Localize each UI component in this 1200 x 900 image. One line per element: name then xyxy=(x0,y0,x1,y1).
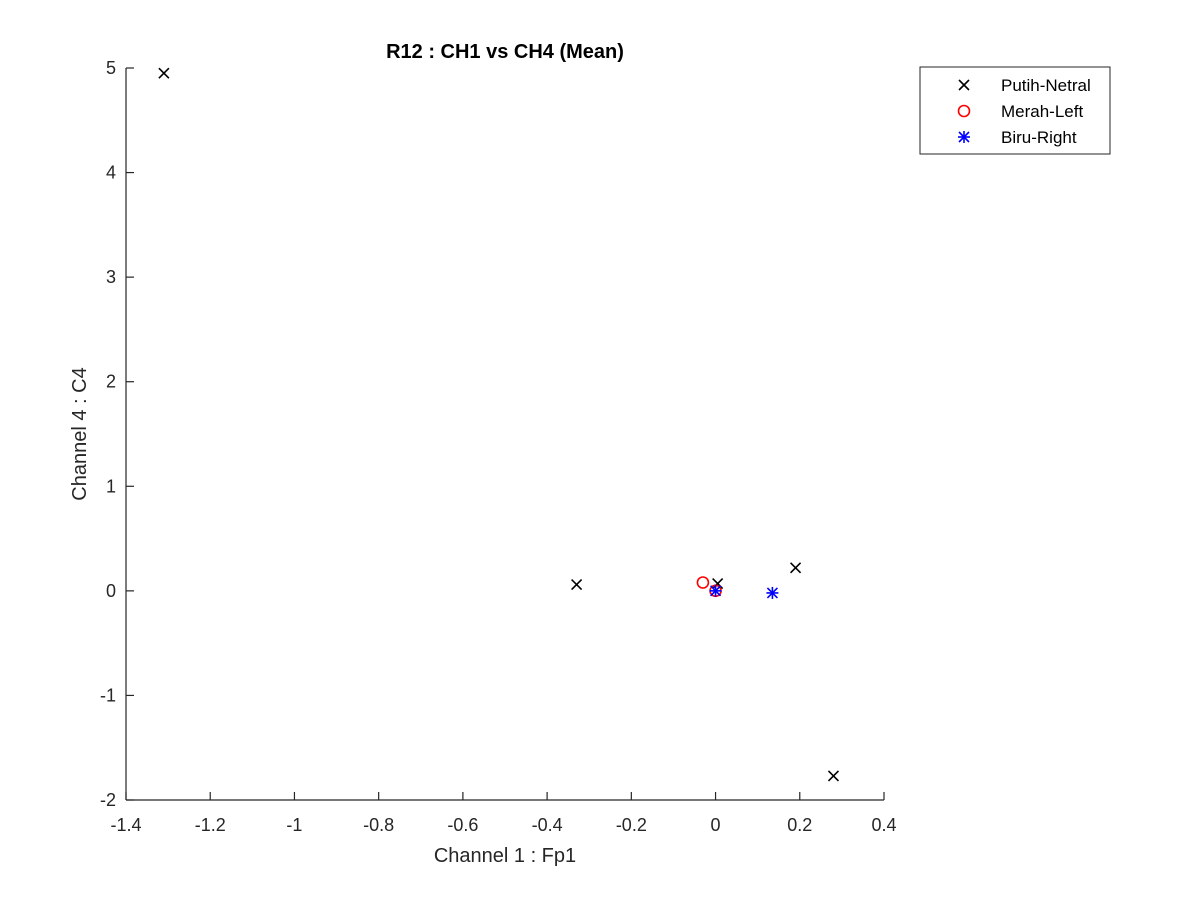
point-series-1 xyxy=(790,562,802,574)
y-tick-label: 1 xyxy=(106,476,116,496)
data-points xyxy=(158,67,840,782)
legend-label-3: Biru-Right xyxy=(1001,128,1077,147)
x-tick-label: -0.4 xyxy=(532,815,563,835)
x-tick-label: -0.6 xyxy=(447,815,478,835)
legend-marker-3 xyxy=(958,131,970,143)
x-tick-label: 0 xyxy=(711,815,721,835)
x-tick-label: 0.4 xyxy=(871,815,896,835)
x-tick-label: -0.8 xyxy=(363,815,394,835)
y-tick-label: 5 xyxy=(106,58,116,78)
point-series-3 xyxy=(766,586,779,599)
x-tick-label: -1 xyxy=(286,815,302,835)
y-ticks: -2 -1 0 1 2 3 4 5 xyxy=(100,58,134,810)
x-tick-label: 0.2 xyxy=(787,815,812,835)
legend: Putih-Netral Merah-Left Biru-Right xyxy=(919,66,1111,155)
x-tick-label: -1.2 xyxy=(195,815,226,835)
point-series-2 xyxy=(696,576,710,589)
y-tick-label: -2 xyxy=(100,790,116,810)
y-tick-label: 0 xyxy=(106,581,116,601)
point-series-3 xyxy=(709,584,722,597)
y-axis-label: Channel 4 : C4 xyxy=(69,367,91,500)
y-tick-label: 4 xyxy=(106,163,116,183)
legend-marker-1 xyxy=(958,79,970,91)
x-axis-label: Channel 1 : Fp1 xyxy=(434,845,576,867)
y-tick-label: 3 xyxy=(106,267,116,287)
y-tick-label: 2 xyxy=(106,372,116,392)
chart-title: R12 : CH1 vs CH4 (Mean) xyxy=(386,41,624,63)
legend-items: Putih-Netral Merah-Left Biru-Right xyxy=(957,76,1091,147)
legend-box xyxy=(919,66,1111,155)
point-series-1 xyxy=(158,67,170,79)
legend-label-1: Putih-Netral xyxy=(1001,76,1091,95)
x-tick-label: -1.4 xyxy=(110,815,141,835)
legend-marker-2 xyxy=(957,104,971,118)
y-tick-label: -1 xyxy=(100,685,116,705)
axes: -1.4 -1.2 -1 -0.8 -0.6 -0.4 -0.2 0 0.2 0.4 -2 -1 0 1… xyxy=(100,58,897,835)
x-ticks: -1.4 -1.2 -1 -0.8 -0.6 -0.4 -0.2 0 0.2 0.4 xyxy=(110,792,897,835)
point-series-1 xyxy=(827,770,840,782)
point-series-1 xyxy=(712,577,724,590)
point-series-1 xyxy=(571,579,583,591)
x-tick-label: -0.2 xyxy=(616,815,647,835)
legend-label-2: Merah-Left xyxy=(1001,102,1083,121)
